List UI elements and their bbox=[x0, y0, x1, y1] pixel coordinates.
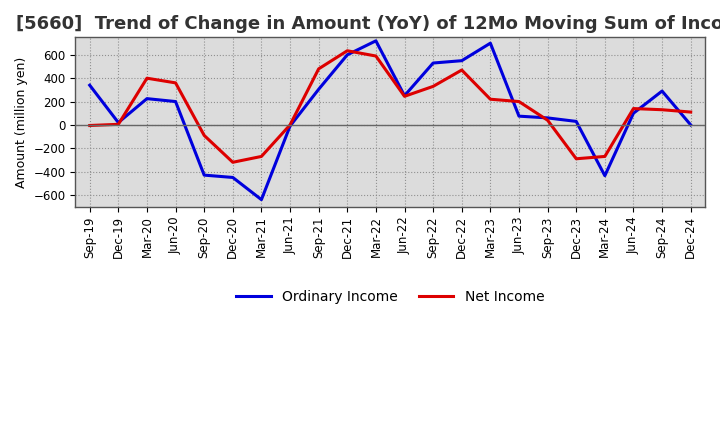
Net Income bbox=[143, 76, 151, 81]
Ordinary Income bbox=[400, 93, 409, 99]
Ordinary Income bbox=[629, 110, 638, 116]
Net Income bbox=[286, 122, 294, 128]
Net Income bbox=[114, 122, 122, 127]
Net Income bbox=[658, 107, 667, 112]
Net Income bbox=[486, 97, 495, 102]
Ordinary Income bbox=[600, 173, 609, 178]
Title: [5660]  Trend of Change in Amount (YoY) of 12Mo Moving Sum of Incomes: [5660] Trend of Change in Amount (YoY) o… bbox=[16, 15, 720, 33]
Net Income bbox=[228, 160, 237, 165]
Ordinary Income bbox=[315, 87, 323, 92]
Net Income bbox=[544, 117, 552, 123]
Net Income bbox=[515, 99, 523, 104]
Ordinary Income bbox=[228, 175, 237, 180]
Ordinary Income bbox=[86, 83, 94, 88]
Ordinary Income bbox=[486, 40, 495, 46]
Ordinary Income bbox=[544, 115, 552, 121]
Net Income bbox=[171, 80, 180, 85]
Net Income bbox=[400, 94, 409, 99]
Ordinary Income bbox=[572, 119, 580, 124]
Net Income bbox=[315, 66, 323, 72]
Ordinary Income bbox=[457, 58, 466, 63]
Ordinary Income bbox=[343, 52, 351, 58]
Net Income bbox=[343, 48, 351, 53]
Ordinary Income bbox=[171, 99, 180, 104]
Net Income bbox=[457, 67, 466, 73]
Ordinary Income bbox=[372, 38, 380, 44]
Net Income bbox=[429, 84, 438, 89]
Net Income bbox=[686, 110, 695, 115]
Ordinary Income bbox=[429, 60, 438, 66]
Net Income bbox=[86, 123, 94, 128]
Ordinary Income bbox=[686, 122, 695, 128]
Ordinary Income bbox=[515, 114, 523, 119]
Ordinary Income bbox=[143, 96, 151, 101]
Ordinary Income bbox=[114, 120, 122, 125]
Net Income bbox=[572, 156, 580, 161]
Ordinary Income bbox=[257, 197, 266, 202]
Net Income bbox=[257, 154, 266, 159]
Line: Net Income: Net Income bbox=[90, 51, 690, 162]
Line: Ordinary Income: Ordinary Income bbox=[90, 41, 690, 200]
Net Income bbox=[372, 53, 380, 59]
Legend: Ordinary Income, Net Income: Ordinary Income, Net Income bbox=[230, 285, 549, 310]
Y-axis label: Amount (million yen): Amount (million yen) bbox=[15, 56, 28, 187]
Net Income bbox=[629, 106, 638, 111]
Ordinary Income bbox=[200, 172, 209, 178]
Ordinary Income bbox=[286, 124, 294, 129]
Net Income bbox=[600, 154, 609, 159]
Net Income bbox=[200, 133, 209, 138]
Ordinary Income bbox=[658, 88, 667, 94]
